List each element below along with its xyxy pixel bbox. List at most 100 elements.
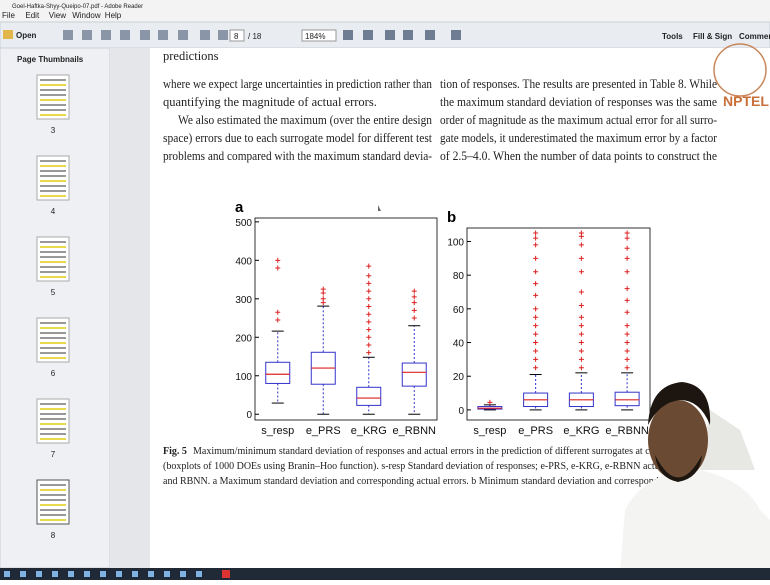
caption-label: Fig. 5 — [163, 446, 187, 457]
x-tick-label: e_PRS — [518, 425, 553, 437]
thumbnail-line — [40, 322, 66, 324]
thumbnail-line — [40, 256, 66, 258]
page-label: 6 — [51, 369, 56, 378]
text-line: the maximum standard deviation of respon… — [440, 95, 717, 109]
x-tick-label: e_KRG — [351, 425, 387, 437]
page-label: 3 — [51, 126, 56, 135]
text-line: gate models, it underestimated the maxim… — [440, 131, 718, 145]
menu-item[interactable]: File — [2, 11, 15, 20]
thumbnail-line — [40, 251, 66, 253]
thumbnail-line — [40, 408, 66, 410]
thumbnail-line — [40, 79, 66, 81]
y-tick-label: 80 — [453, 271, 465, 282]
y-tick-label: 200 — [235, 333, 252, 344]
caption-line: and RBNN. a Maximum standard deviation a… — [163, 476, 667, 487]
thumbnail-line — [40, 418, 66, 420]
thumbnail-line — [40, 84, 66, 86]
top-line: predictions — [163, 49, 219, 63]
thumbnail-line — [40, 104, 66, 106]
y-tick-label: 400 — [235, 256, 252, 267]
thumbnail-line — [40, 185, 66, 187]
thumbnail[interactable] — [37, 237, 69, 281]
thumbnail[interactable] — [37, 156, 69, 200]
thumbnail-line — [40, 241, 66, 243]
caption: Maximum/minimum standard deviation of re… — [163, 446, 689, 487]
panel-label: b — [447, 209, 456, 226]
thumbnail-line — [40, 109, 66, 111]
page-label: 7 — [51, 450, 56, 459]
thumbnail-line — [40, 170, 66, 172]
thumbnail-line — [40, 357, 66, 359]
x-tick-label: e_KRG — [563, 425, 599, 437]
y-tick-label: 100 — [447, 237, 464, 248]
open-button[interactable]: Open — [16, 31, 37, 40]
text-line: quantifying the magnitude of actual erro… — [163, 95, 377, 109]
menu-item[interactable]: Window — [72, 11, 101, 20]
logo-text: NPTEL — [723, 93, 769, 109]
thumbnail[interactable] — [37, 75, 69, 119]
thumbnail-line — [40, 99, 66, 101]
thumbnail-line — [40, 94, 66, 96]
fill-sign-button[interactable]: Fill & Sign — [693, 32, 732, 41]
thumbnail-line — [40, 519, 66, 521]
x-tick-label: s_resp — [473, 425, 506, 437]
thumbnail-line — [40, 423, 66, 425]
caption-line: (boxplots of 1000 DOEs using Branin–Hoo … — [163, 461, 689, 472]
document-margin — [110, 48, 150, 568]
caption-line: Maximum/minimum standard deviation of re… — [193, 446, 675, 457]
window-title: Goel-Haftka-Shyy-Queipo-07.pdf - Adobe R… — [12, 4, 143, 10]
menu-item[interactable]: View — [49, 11, 66, 20]
page-count: / 18 — [248, 32, 262, 41]
x-tick-label: e_RBNN — [605, 425, 648, 437]
thumbnail-line — [40, 509, 66, 511]
toolbar-icons — [63, 30, 228, 40]
thumbnail-line — [40, 271, 66, 273]
thumbnail-line — [40, 504, 66, 506]
y-tick-label: 100 — [235, 372, 252, 383]
screen: Goel-Haftka-Shyy-Queipo-07.pdf - Adobe R… — [0, 0, 770, 580]
thumbnail[interactable] — [37, 480, 69, 524]
thumbnail-line — [40, 114, 66, 116]
tools-button[interactable]: Tools — [662, 32, 683, 41]
y-tick-label: 0 — [458, 406, 464, 417]
thumbnail-line — [40, 276, 66, 278]
y-tick-label: 60 — [453, 305, 465, 316]
y-tick-label: 20 — [453, 372, 465, 383]
menu-item[interactable]: Edit — [25, 11, 40, 20]
x-tick-label: e_RBNN — [393, 425, 436, 437]
thumbnail-line — [40, 327, 66, 329]
text-line: of 2.5–4.0. When the number of data poin… — [440, 149, 717, 163]
thumbnail-line — [40, 246, 66, 248]
thumbnail-line — [40, 352, 66, 354]
taskbar-icons — [4, 570, 230, 578]
y-tick-label: 300 — [235, 295, 252, 306]
text-line: tion of responses. The results are prese… — [440, 77, 717, 91]
thumbnail[interactable] — [37, 399, 69, 443]
thumbnail-line — [40, 489, 66, 491]
thumbnail-line — [40, 160, 66, 162]
thumbnail-line — [40, 89, 66, 91]
text-line: where we expect large uncertainties in p… — [163, 77, 433, 91]
thumbnail-line — [40, 332, 66, 334]
thumbnail-line — [40, 342, 66, 344]
thumbnail-line — [40, 195, 66, 197]
open-icon[interactable] — [3, 30, 13, 39]
menu-item[interactable]: Help — [105, 11, 122, 20]
thumbnail-line — [40, 428, 66, 430]
text-line: order of magnitude as the maximum actual… — [440, 113, 717, 127]
panel-label: a — [235, 199, 244, 216]
sidebar-title: Page Thumbnails — [17, 55, 84, 64]
comment-button[interactable]: Commen — [739, 32, 770, 41]
thumbnail-line — [40, 413, 66, 415]
page-label: 5 — [51, 288, 56, 297]
y-tick-label: 0 — [246, 410, 252, 421]
x-tick-label: e_PRS — [306, 425, 341, 437]
taskbar — [0, 568, 770, 580]
thumbnail-line — [40, 266, 66, 268]
thumbnail-line — [40, 499, 66, 501]
thumbnail[interactable] — [37, 318, 69, 362]
text-line: space) errors due to each surrogate mode… — [163, 131, 432, 145]
thumbnail-line — [40, 514, 66, 516]
thumbnail-line — [40, 261, 66, 263]
text-columns: where we expect large uncertainties in p… — [163, 77, 718, 163]
